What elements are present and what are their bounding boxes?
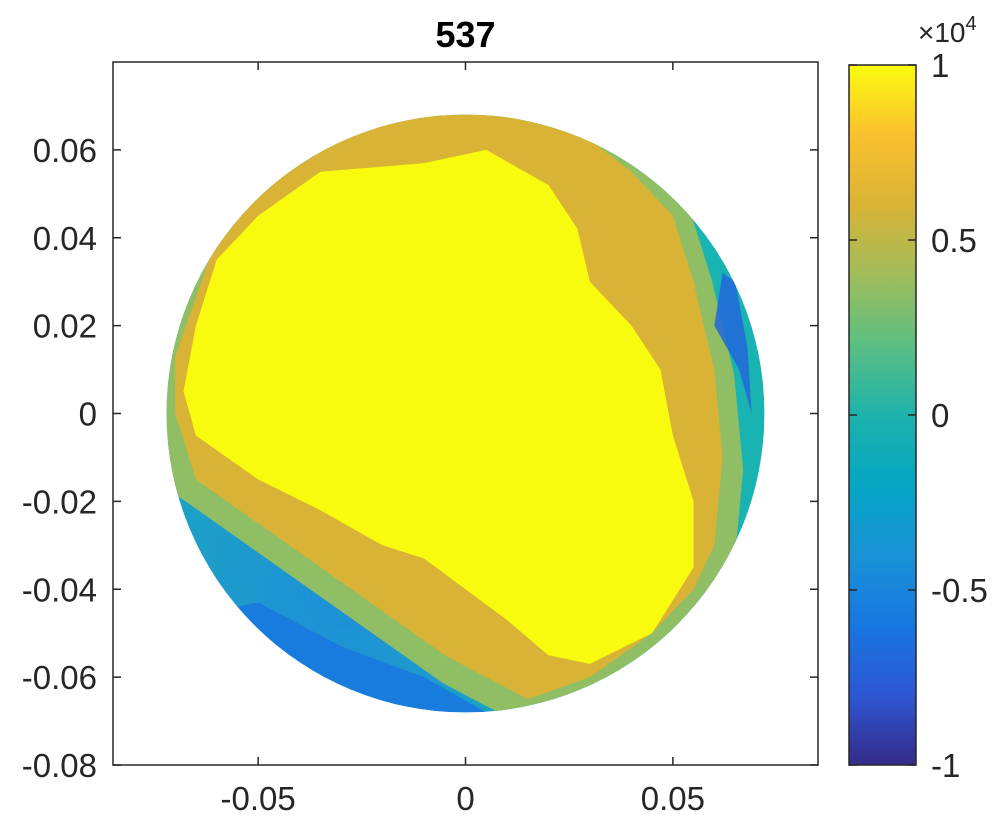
x-tick-label: 0.05 — [641, 780, 705, 817]
contour-region — [216, 602, 487, 713]
colorbar-ticks: 1 0.5 0 -0.5 -1 — [849, 47, 988, 784]
chart-title: 537 — [435, 14, 495, 55]
x-axis: -0.05 0 0.05 — [221, 62, 705, 817]
colorbar-tick-label: 1 — [931, 47, 949, 84]
colorbar: 1 0.5 0 -0.5 -1 ×104 — [848, 13, 988, 784]
contour-disc — [166, 114, 765, 713]
y-tick-label: -0.08 — [22, 747, 97, 784]
x-tick-label: 0 — [456, 780, 474, 817]
colorbar-tick-label: 0 — [931, 397, 949, 434]
y-tick-label: 0.02 — [33, 308, 97, 345]
colorbar-gradient — [848, 64, 917, 766]
y-tick-label: 0.04 — [33, 220, 97, 257]
colorbar-tick-label: -0.5 — [931, 572, 988, 609]
y-tick-label: -0.04 — [22, 571, 97, 608]
contour-region — [714, 272, 752, 414]
y-tick-label: -0.06 — [22, 659, 97, 696]
y-tick-label: 0.06 — [33, 132, 97, 169]
plot-axes: -0.05 0 0.05 0.06 0.04 0.02 0 -0.02 -0.04 -0.06 -… — [22, 61, 819, 817]
y-axis: 0.06 0.04 0.02 0 -0.02 -0.04 -0.06 -0.08 — [22, 132, 818, 784]
x-tick-label: -0.05 — [221, 780, 296, 817]
colorbar-tick-label: -1 — [931, 747, 960, 784]
contour-region — [183, 149, 694, 664]
colorbar-exponent: ×104 — [918, 13, 977, 48]
colorbar-tick-label: 0.5 — [931, 222, 977, 259]
y-tick-label: -0.02 — [22, 483, 97, 520]
y-tick-label: 0 — [79, 396, 97, 433]
